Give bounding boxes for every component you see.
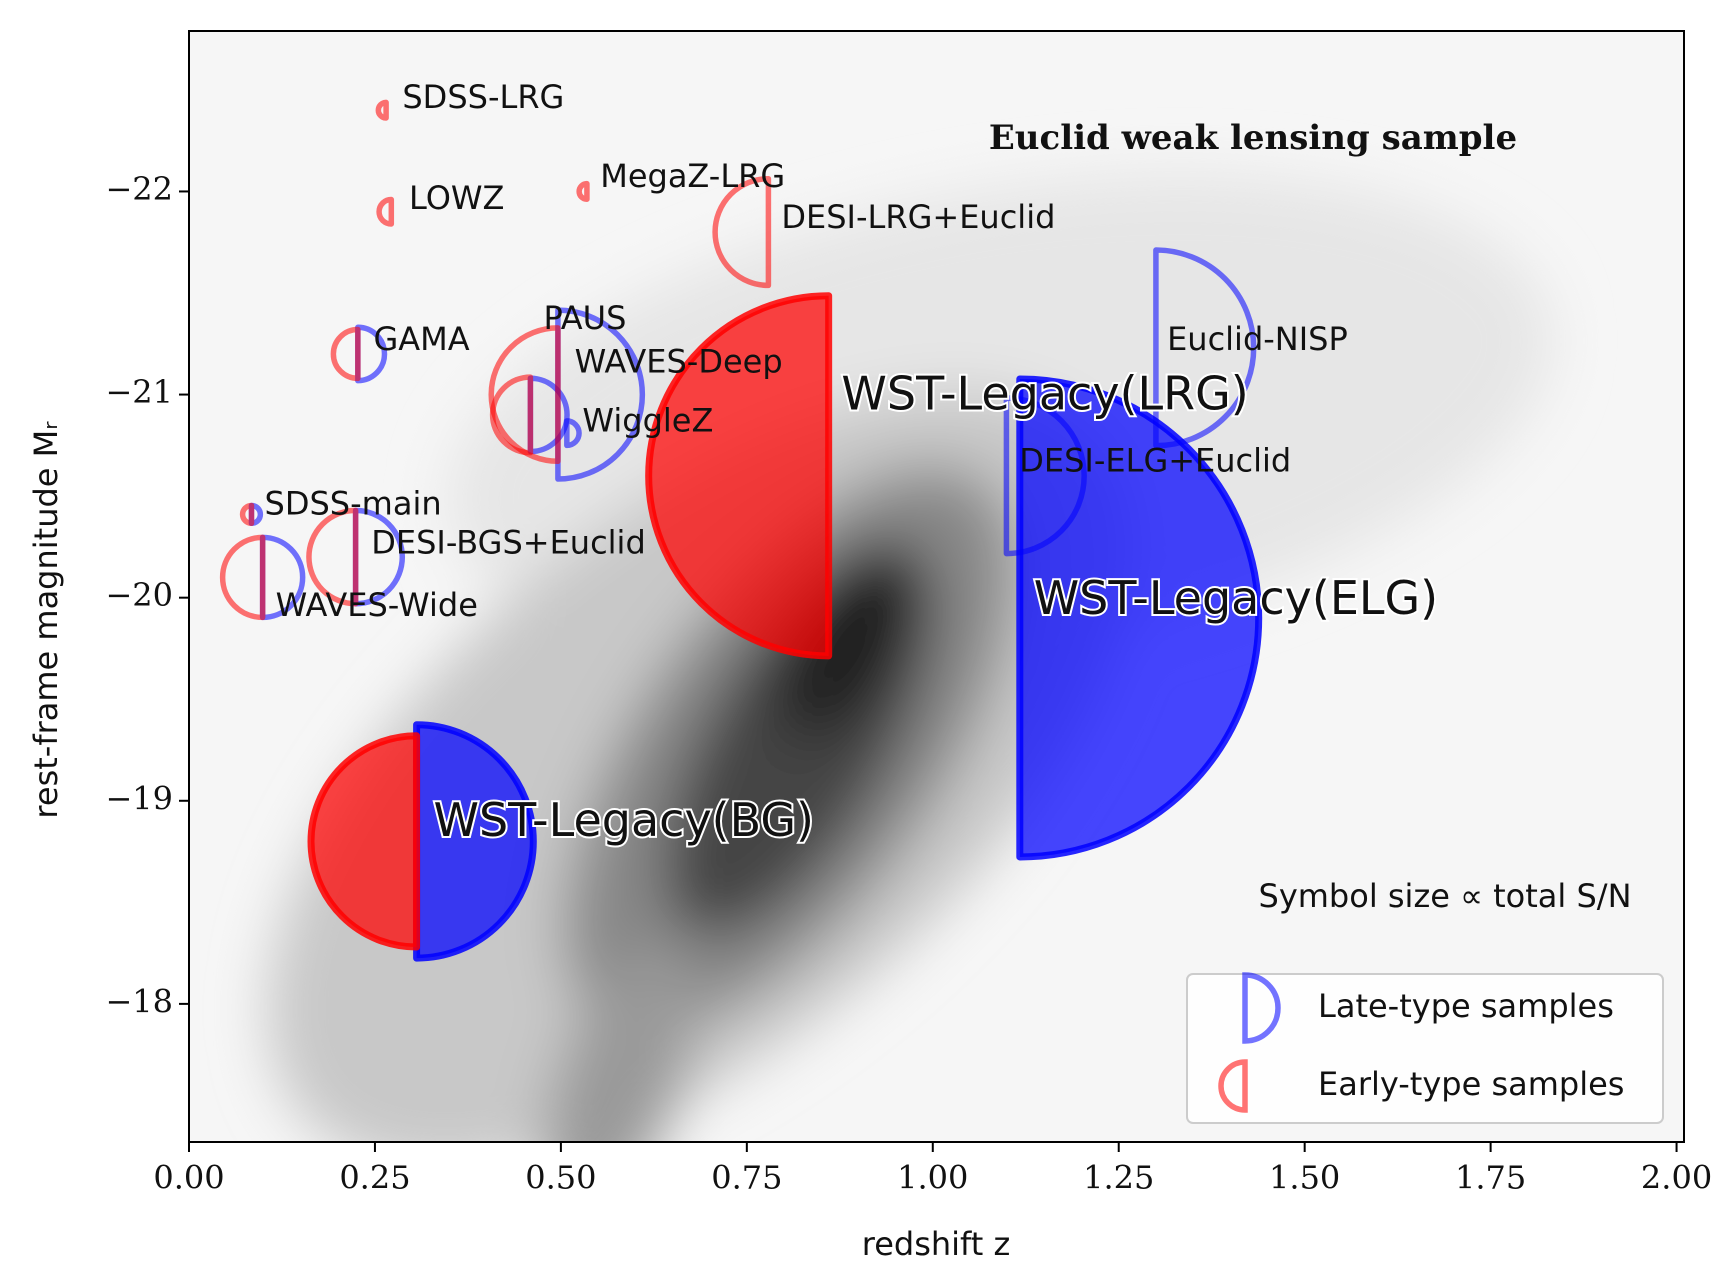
legend: Late-type samples Early-type samples — [1218, 972, 1624, 1113]
x-tick-label: 1.25 — [1083, 1159, 1154, 1197]
half-symbol — [576, 180, 590, 202]
legend-label: Late-type samples — [1318, 987, 1614, 1025]
half-symbol — [527, 375, 570, 455]
half-symbol — [239, 502, 255, 527]
half-symbol — [307, 732, 421, 951]
sample-label: Euclid-NISP — [1167, 320, 1348, 358]
plot-frame — [188, 30, 1685, 1143]
legend-label: Early-type samples — [1318, 1065, 1624, 1103]
legend-marker — [1218, 1059, 1248, 1113]
sample-label: SDSS-main — [265, 485, 442, 523]
half-symbol — [375, 99, 389, 121]
y-tick-label: −21 — [105, 373, 173, 411]
half-symbol — [1003, 395, 1087, 557]
sample-label: WAVES-Deep — [575, 342, 783, 380]
y-tick-label: −22 — [105, 170, 173, 208]
x-tick-label: 1.75 — [1455, 1159, 1526, 1197]
half-symbol — [555, 307, 646, 482]
sample-label: WST-Legacy(LRG) — [841, 366, 1248, 420]
sample-label: WiggleZ — [582, 401, 713, 439]
sample-label: WST-Legacy(BG) — [433, 793, 813, 847]
x-axis-label: redshift z — [862, 1225, 1011, 1263]
x-tick-label: 1.00 — [897, 1159, 968, 1197]
sample-label: MegaZ-LRG — [600, 157, 785, 195]
half-symbol — [330, 326, 361, 382]
x-tick-label: 1.50 — [1269, 1159, 1340, 1197]
y-tick-label: −20 — [105, 576, 173, 614]
sample-label: WAVES-Wide — [276, 586, 478, 624]
half-symbol — [306, 507, 359, 607]
sample-label: PAUS — [544, 299, 627, 337]
x-tick-label: 2.00 — [1641, 1159, 1712, 1197]
sample-label: LOWZ — [409, 179, 504, 217]
half-symbol — [564, 418, 582, 449]
x-tick-label: 0.25 — [339, 1159, 410, 1197]
half-symbol — [645, 292, 833, 660]
half-symbol — [355, 324, 388, 384]
marks — [219, 99, 1262, 962]
half-symbol — [488, 325, 561, 465]
x-tick-label: 0.00 — [153, 1159, 224, 1197]
x-tick-label: 0.50 — [525, 1159, 596, 1197]
sample-label: DESI-LRG+Euclid — [781, 198, 1055, 236]
half-symbol — [712, 175, 772, 289]
chart-title: Euclid weak lensing sample — [989, 118, 1517, 158]
sample-label: DESI-ELG+Euclid — [1019, 441, 1291, 479]
note: Symbol size ∝ total S/N — [1259, 877, 1632, 915]
x-tick-label: 0.75 — [711, 1159, 782, 1197]
half-symbol — [219, 534, 266, 621]
legend-box — [1186, 973, 1664, 1124]
sample-label: WST-Legacy(ELG) — [1034, 571, 1438, 625]
y-tick-label: −18 — [105, 982, 173, 1020]
half-symbol — [413, 721, 537, 962]
sample-label: SDSS-LRG — [402, 78, 564, 116]
half-symbol — [259, 534, 306, 621]
half-symbol — [489, 374, 534, 456]
half-symbol — [1153, 247, 1257, 449]
half-symbol — [376, 196, 395, 227]
y-axis-label: rest-frame magnitude Mᵣ — [27, 421, 65, 819]
sample-label: DESI-BGS+Euclid — [371, 524, 646, 562]
half-symbol — [352, 507, 406, 607]
y-tick-label: −19 — [105, 779, 173, 817]
sample-label: GAMA — [373, 320, 469, 358]
legend-marker — [1242, 972, 1281, 1044]
